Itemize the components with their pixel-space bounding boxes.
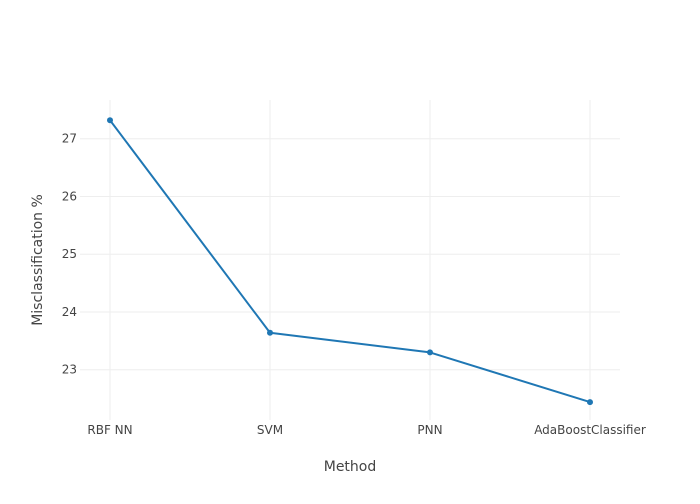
- data-point: [267, 329, 273, 336]
- gridlines: [80, 100, 620, 420]
- x-tick-label: RBF NN: [87, 423, 132, 437]
- y-tick-label: 26: [62, 189, 77, 203]
- y-tick-label: 24: [62, 305, 77, 319]
- y-tick-label: 25: [62, 247, 77, 261]
- x-tick-label: AdaBoostClassifier: [534, 423, 646, 437]
- series-line: [109, 119, 591, 404]
- x-tick-label: SVM: [257, 423, 283, 437]
- y-tick-label: 23: [62, 363, 77, 377]
- y-tick-label: 27: [62, 132, 77, 146]
- y-axis-title: Misclassification %: [30, 194, 46, 326]
- data-point: [107, 117, 113, 124]
- tick-labels: RBF NN SVM PNN AdaBoostClassifier 23 24 25 26 27: [62, 132, 646, 437]
- x-tick-label: PNN: [417, 423, 442, 437]
- data-point: [427, 349, 433, 356]
- x-axis-title: Method: [324, 459, 377, 475]
- data-point: [587, 399, 593, 406]
- series-layer: [107, 117, 593, 406]
